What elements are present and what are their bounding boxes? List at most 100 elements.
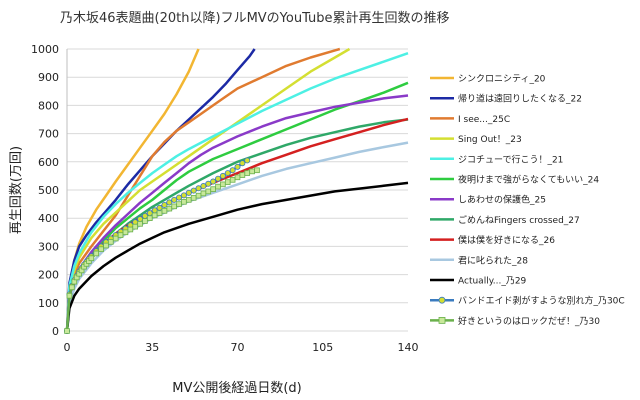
data-point [122, 229, 129, 236]
legend-label: Actually..._乃29 [458, 276, 527, 287]
legend-item: Actually..._乃29 [430, 276, 527, 287]
data-point [142, 218, 148, 224]
data-point [161, 201, 168, 208]
data-point [219, 172, 226, 179]
series-4 [65, 47, 351, 332]
data-point [137, 221, 143, 227]
series-11 [65, 181, 409, 332]
series-line [65, 52, 409, 332]
legend-label: ごめんねFingers crossed_27 [458, 214, 580, 226]
x-tick-label: 0 [64, 341, 71, 354]
y-tick-label: 800 [38, 99, 59, 112]
data-point [244, 170, 251, 176]
y-tick-label: 900 [38, 71, 59, 84]
x-tick-label: 140 [398, 341, 419, 354]
data-point [161, 208, 168, 214]
x-axis-ticks: 0 35 70 105 140 [64, 341, 419, 354]
data-point [200, 190, 207, 197]
data-point [137, 216, 144, 223]
x-tick-label: 105 [312, 341, 333, 354]
data-point [224, 179, 231, 185]
data-point [166, 199, 173, 206]
data-point [190, 187, 197, 194]
legend-label: 夜明けまで強がらなくてもいい_24 [458, 174, 599, 186]
data-point [205, 180, 212, 187]
data-point [200, 183, 207, 190]
x-tick-label: 35 [145, 341, 159, 354]
legend-label: Sing Out！_23 [458, 134, 522, 145]
data-point [69, 284, 75, 291]
data-point [112, 235, 119, 242]
data-point [234, 163, 241, 170]
x-tick-label: 70 [231, 341, 245, 354]
series-3 [65, 47, 341, 332]
data-point [64, 328, 70, 334]
legend-item: 夜明けまで強がらなくてもいい_24 [430, 174, 599, 186]
data-point [108, 239, 114, 245]
data-point [185, 189, 192, 196]
series-13 [64, 167, 260, 334]
legend-item: 君に叱られた_28 [430, 255, 528, 266]
data-point [93, 250, 100, 257]
data-point [147, 215, 153, 222]
data-point [141, 212, 148, 219]
y-axis-label: 再生回数(万回) [9, 146, 24, 234]
y-tick-label: 700 [38, 128, 59, 141]
legend-item: 帰り道は遠回りしたくなる_22 [430, 93, 582, 105]
series-line [65, 81, 409, 332]
legend-item: バンドエイド剥がすような別れ方_乃30C [430, 295, 625, 307]
legend-label: 好きというのはロックだぜ！_乃30 [458, 315, 600, 327]
data-point [151, 212, 158, 219]
data-point [215, 175, 222, 182]
data-point [132, 223, 139, 230]
legend-item: I see..._25C [430, 115, 510, 125]
data-point [98, 246, 104, 253]
legend-item: シンクロニシティ_20 [430, 74, 546, 85]
data-point [195, 192, 202, 199]
x-axis-label: MV公開後経過日数(d) [172, 381, 302, 396]
y-axis-ticks: 0 100 200 300 400 500 600 700 800 900 1000 [31, 43, 59, 338]
data-point [205, 188, 212, 195]
y-tick-label: 500 [38, 184, 59, 197]
data-point [210, 186, 216, 192]
series-6 [65, 81, 409, 332]
data-point [244, 157, 251, 164]
legend-marker [438, 296, 446, 304]
legend-item: しあわせの保護色_25 [430, 194, 546, 206]
data-point [239, 172, 246, 178]
data-point [180, 192, 187, 199]
series-line [65, 181, 409, 332]
data-point [176, 194, 183, 201]
data-point [156, 210, 163, 216]
data-point [156, 204, 163, 211]
data-point [171, 196, 178, 203]
chart-title: 乃木坂46表題曲(20th以降)フルMVのYouTube累計再生回数の推移 [60, 10, 450, 26]
data-point [195, 185, 202, 192]
series-line [65, 47, 351, 332]
series-group [64, 47, 409, 334]
y-tick-label: 200 [38, 269, 59, 282]
legend-item: ごめんねFingers crossed_27 [430, 214, 580, 226]
data-point [210, 178, 217, 185]
data-point [88, 255, 95, 262]
y-tick-label: 1000 [31, 43, 59, 56]
legend-item: 僕は僕を好きになる_26 [430, 234, 555, 246]
legend-item: Sing Out！_23 [430, 134, 522, 145]
data-point [127, 226, 134, 233]
y-tick-label: 0 [52, 325, 59, 338]
series-line [65, 47, 341, 332]
legend-label: しあわせの保護色_25 [458, 194, 546, 206]
data-point [166, 205, 173, 212]
data-point [229, 167, 236, 174]
data-point [234, 174, 241, 181]
data-point [181, 199, 187, 205]
data-point [171, 203, 177, 210]
legend-item: 好きというのはロックだぜ！_乃30 [430, 315, 600, 327]
legend: シンクロニシティ_20 帰り道は遠回りしたくなる_22 I see..._25C Si… [430, 74, 625, 327]
series-5 [65, 52, 409, 332]
legend-item: ジコチューで行こう！_21 [430, 153, 563, 165]
data-point [220, 181, 226, 188]
legend-label: シンクロニシティ_20 [458, 74, 546, 85]
series-2 [65, 48, 256, 332]
